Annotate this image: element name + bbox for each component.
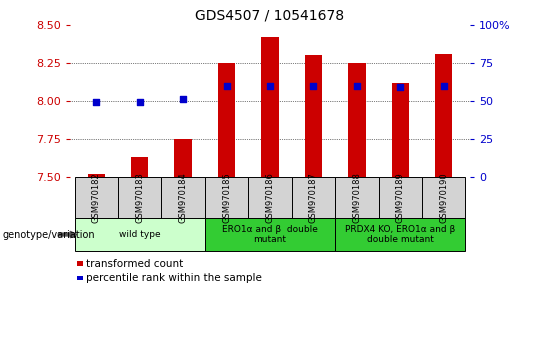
Text: GSM970182: GSM970182 (92, 172, 101, 223)
Bar (348, 63, 366, 177)
Text: transformed count: transformed count (86, 259, 183, 269)
Point (396, 84, 404, 90)
Bar (131, 157, 148, 177)
Text: GSM970183: GSM970183 (135, 172, 144, 223)
Text: GSM970189: GSM970189 (396, 172, 405, 223)
Bar (435, 54, 453, 177)
Bar (218, 63, 235, 177)
Text: genotype/variation: genotype/variation (3, 229, 96, 240)
Text: GDS4507 / 10541678: GDS4507 / 10541678 (195, 9, 345, 23)
Text: GSM970185: GSM970185 (222, 172, 231, 223)
Text: GSM970187: GSM970187 (309, 172, 318, 223)
Point (222, 83, 231, 88)
Point (440, 83, 448, 88)
Bar (392, 82, 409, 177)
Point (136, 99, 144, 105)
Text: PRDX4 KO, ERO1α and β
double mutant: PRDX4 KO, ERO1α and β double mutant (345, 225, 455, 244)
Point (179, 97, 187, 102)
Bar (174, 139, 192, 177)
Text: GSM970190: GSM970190 (439, 172, 448, 223)
Bar (87, 174, 105, 177)
Text: ERO1α and β  double
mutant: ERO1α and β double mutant (222, 225, 318, 244)
Bar (261, 37, 279, 177)
Text: GSM970186: GSM970186 (266, 172, 274, 223)
Point (266, 83, 274, 88)
Text: GSM970188: GSM970188 (353, 172, 361, 223)
Point (309, 83, 318, 88)
Bar (305, 55, 322, 177)
Text: GSM970184: GSM970184 (179, 172, 187, 223)
Point (92, 99, 100, 105)
Text: wild type: wild type (119, 230, 160, 239)
Text: percentile rank within the sample: percentile rank within the sample (86, 273, 262, 283)
Point (353, 83, 361, 88)
